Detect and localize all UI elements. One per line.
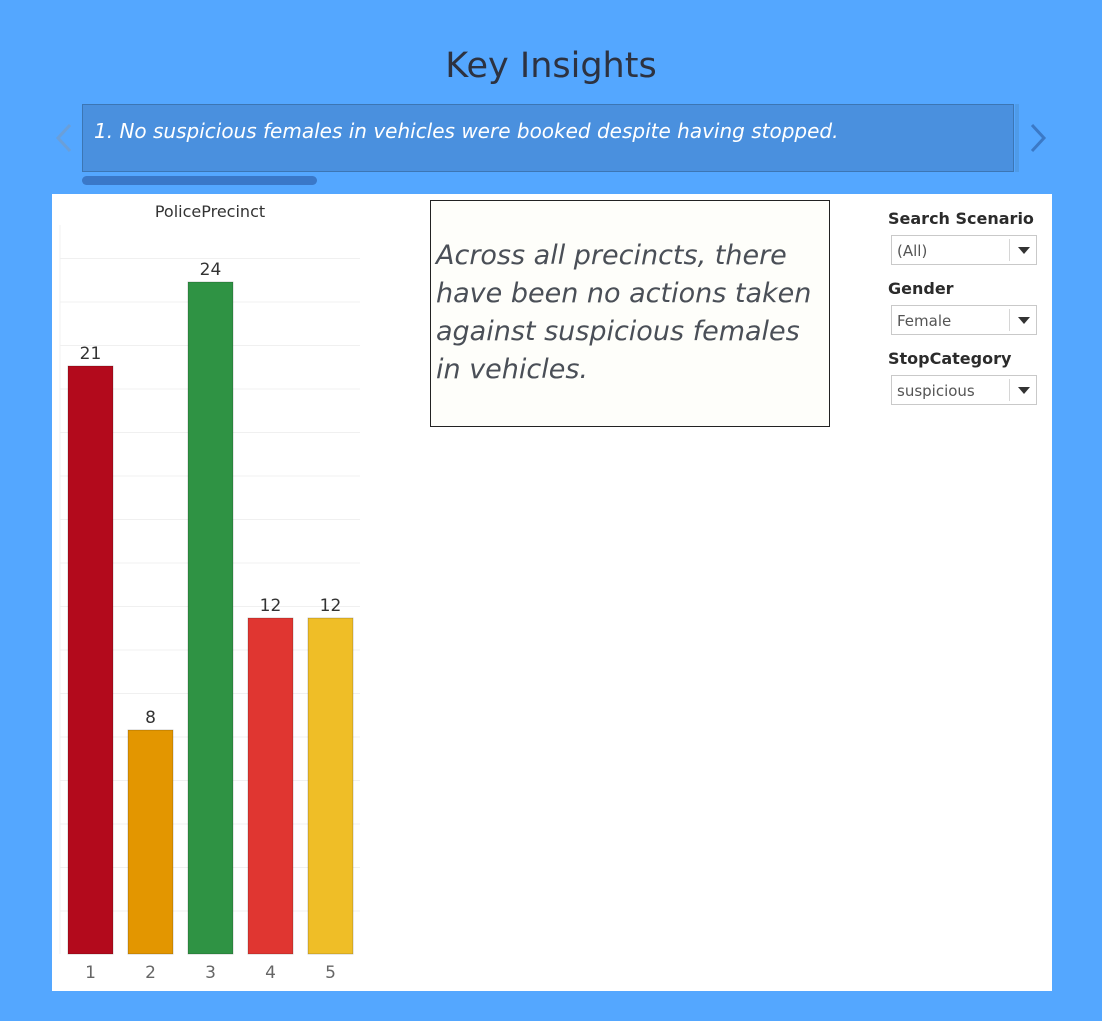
page-title: Key Insights [445, 46, 657, 86]
bar-precinct-5[interactable] [307, 617, 354, 955]
bar-value-label: 12 [320, 596, 342, 616]
filter-label-gender: Gender [888, 279, 954, 298]
bar-value-label: 8 [145, 708, 156, 728]
bar-precinct-2[interactable] [127, 729, 174, 955]
insight-note-text: Across all precincts, there have been no… [436, 240, 812, 385]
filter-label-search-scenario: Search Scenario [888, 209, 1034, 228]
chart-title: PolicePrecinct [154, 202, 266, 221]
caption-edge [1015, 104, 1019, 172]
bar-precinct-1[interactable] [67, 365, 114, 955]
chevron-down-icon [1018, 317, 1030, 324]
caption-scrollbar-thumb[interactable] [82, 176, 317, 185]
bar-value-label: 24 [200, 260, 222, 280]
search-scenario-value: (All) [897, 242, 928, 260]
bar-value-label: 12 [260, 596, 282, 616]
dropdown-divider [1009, 239, 1010, 261]
chevron-down-icon [1018, 387, 1030, 394]
chevron-left-icon [55, 123, 72, 153]
x-tick-label: 4 [265, 963, 276, 983]
next-insight-button[interactable] [1018, 108, 1058, 168]
gender-dropdown[interactable]: Female [891, 305, 1037, 335]
caption-text: 1. No suspicious females in vehicles wer… [94, 119, 839, 143]
filter-label-stop-category: StopCategory [888, 349, 1012, 368]
chevron-right-icon [1030, 123, 1047, 153]
chevron-down-icon [1018, 247, 1030, 254]
stop-category-dropdown[interactable]: suspicious [891, 375, 1037, 405]
previous-insight-button[interactable] [44, 108, 84, 168]
gender-value: Female [897, 312, 952, 330]
dropdown-divider [1009, 309, 1010, 331]
x-tick-label: 3 [205, 963, 216, 983]
stop-category-value: suspicious [897, 382, 975, 400]
x-tick-label: 5 [325, 963, 336, 983]
search-scenario-dropdown[interactable]: (All) [891, 235, 1037, 265]
x-tick-label: 2 [145, 963, 156, 983]
bar-precinct-4[interactable] [247, 617, 294, 955]
insight-note-box: Across all precincts, there have been no… [430, 200, 830, 427]
x-tick-label: 1 [85, 963, 96, 983]
story-caption[interactable]: 1. No suspicious females in vehicles wer… [82, 104, 1014, 172]
dropdown-divider [1009, 379, 1010, 401]
bar-value-label: 21 [80, 344, 102, 364]
bar-precinct-3[interactable] [187, 281, 234, 955]
